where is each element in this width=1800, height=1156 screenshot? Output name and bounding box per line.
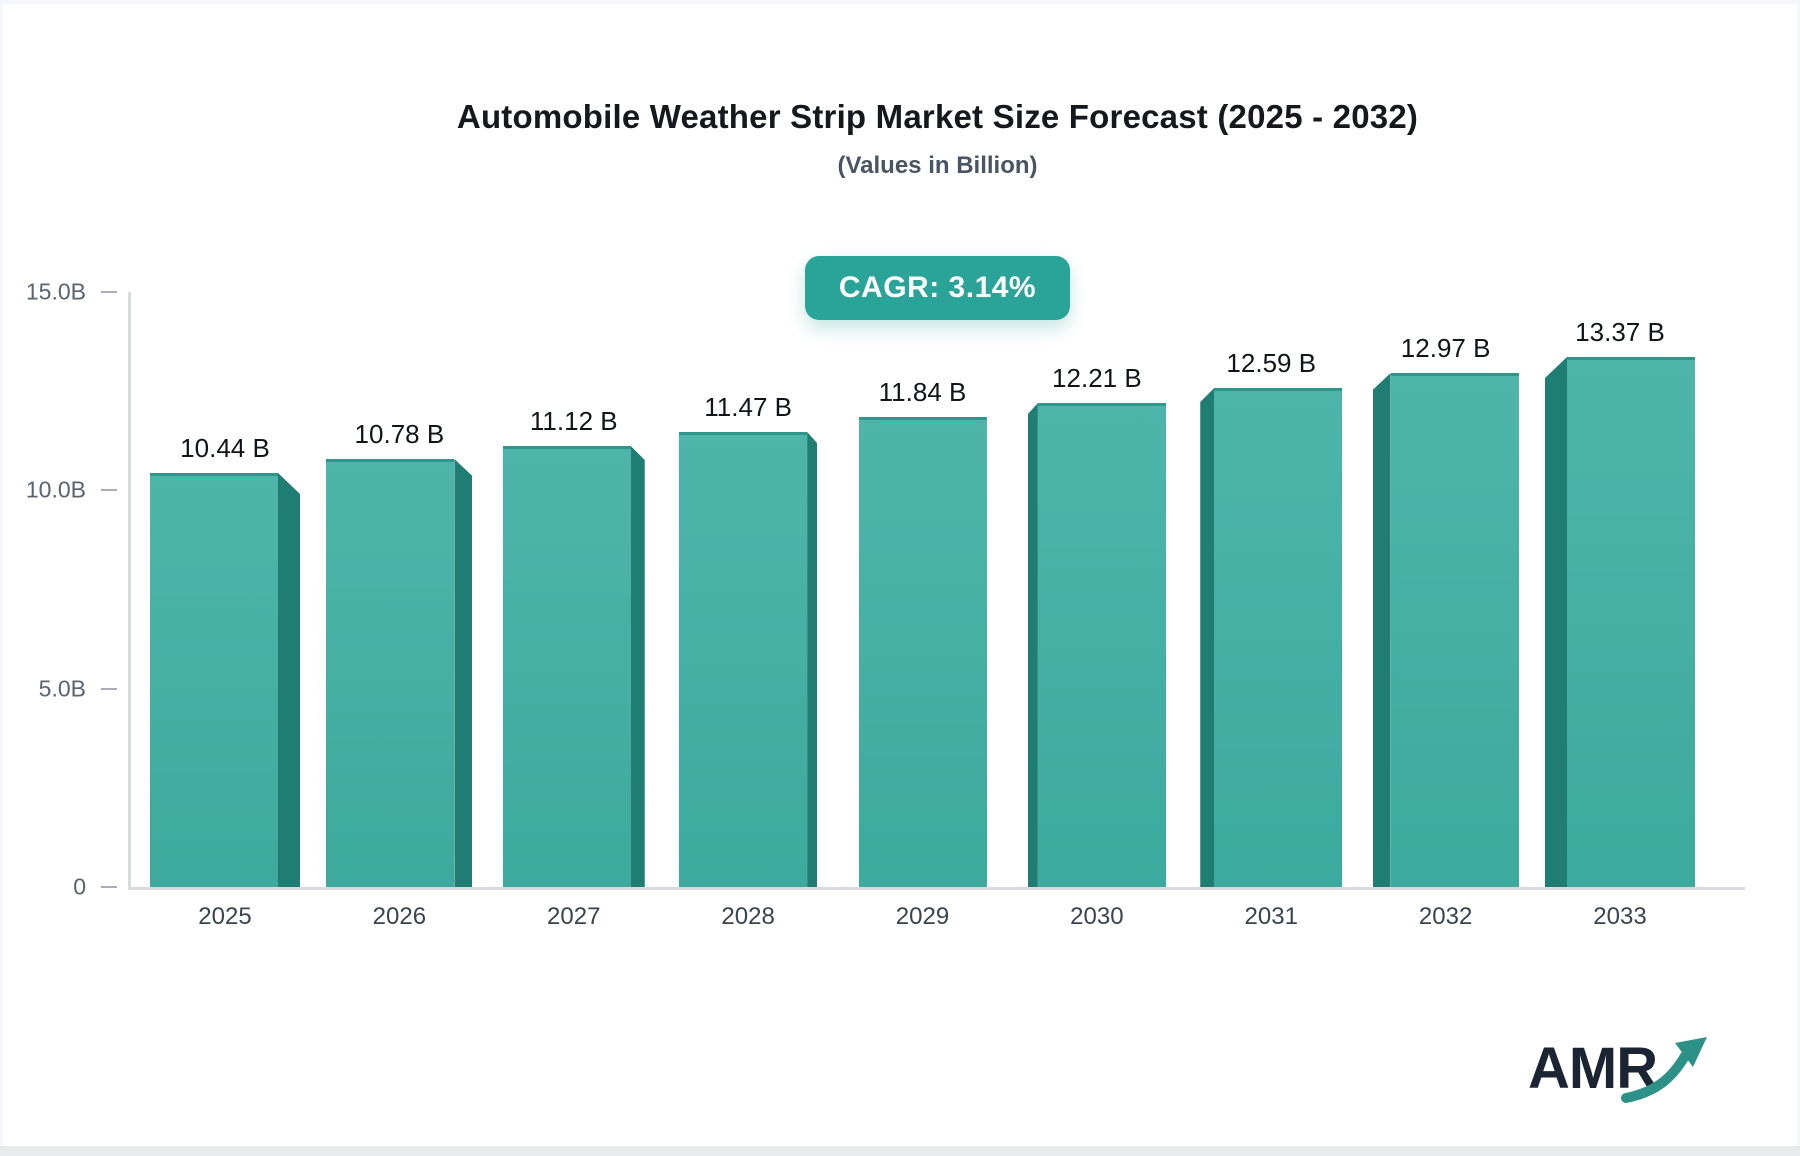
- bar-side-face: [278, 473, 300, 887]
- y-tick-label: 0: [73, 873, 86, 900]
- bar-value-label: 11.12 B: [529, 406, 618, 436]
- frame-border-left: [0, 0, 3, 1156]
- bar-2030: 12.21 B: [1022, 363, 1172, 887]
- amr-logo: AMR: [1528, 1026, 1718, 1115]
- frame-border-top: [0, 0, 1800, 4]
- bar-2025: 10.44 B: [150, 433, 300, 887]
- frame-border-right: [1797, 0, 1800, 1156]
- bar-value-label: 12.97 B: [1400, 333, 1491, 363]
- y-tick-dash: [101, 489, 117, 491]
- plot-area: 15.0B 10.0B 5.0B 0 10.44 B 10.78 B 11.12 B 11.…: [26, 279, 1745, 930]
- bar-2033: 13.37 B: [1545, 317, 1695, 887]
- years-row: 2025 2026 2027 2028 2029 2030 2031 2032 2033: [150, 903, 1695, 931]
- logo-arrowhead-icon: [1675, 1037, 1707, 1067]
- x-tick-label: 2032: [1418, 903, 1473, 930]
- bars-row: 10.44 B 10.78 B 11.12 B 11.47 B 11.84 B 12.21…: [150, 317, 1695, 887]
- y-tick-dash: [101, 886, 117, 888]
- chart-title: Automobile Weather Strip Market Size For…: [456, 98, 1419, 135]
- x-tick-label: 2030: [1070, 903, 1124, 930]
- x-tick-label: 2033: [1593, 903, 1647, 930]
- x-tick-label: 2026: [372, 903, 427, 930]
- bar-side-face: [454, 459, 473, 887]
- x-tick-label: 2029: [895, 903, 950, 930]
- bar-2031: 12.59 B: [1196, 348, 1346, 887]
- bar-value-label: 12.21 B: [1052, 363, 1142, 393]
- bar-side-face: [1372, 373, 1391, 887]
- x-tick-label: 2031: [1244, 903, 1298, 930]
- bar-body: [502, 446, 631, 887]
- cagr-badge: CAGR: 3.14%: [804, 256, 1071, 320]
- y-tick-label: 5.0B: [38, 675, 86, 702]
- bar-body: [858, 417, 987, 887]
- bar-2027: 11.12 B: [499, 406, 649, 887]
- x-tick-label: 2027: [547, 903, 601, 930]
- x-tick-label: 2025: [198, 903, 252, 930]
- bar-side-face: [1200, 388, 1215, 887]
- y-tick-dash: [101, 688, 117, 690]
- chart-header: Automobile Weather Strip Market Size For…: [130, 0, 1745, 180]
- bar-2028: 11.47 B: [673, 392, 823, 887]
- bar-value-label: 11.84 B: [878, 377, 967, 407]
- badge-row: CAGR: 3.14%: [130, 256, 1745, 320]
- y-tick-label: 10.0B: [25, 476, 86, 503]
- bar-body: [1214, 388, 1343, 887]
- x-tick-label: 2028: [721, 903, 775, 930]
- bar-2032: 12.97 B: [1371, 333, 1521, 887]
- bar-body: [679, 432, 808, 887]
- bar-body: [1037, 403, 1166, 887]
- bar-2029: 11.84 B: [848, 377, 998, 887]
- chart-subtitle: (Values in Billion): [837, 152, 1038, 179]
- bar-body: [1567, 357, 1695, 887]
- bar-value-label: 11.47 B: [704, 392, 792, 422]
- x-axis-line: [128, 887, 1745, 890]
- bar-value-label: 12.59 B: [1226, 348, 1317, 378]
- bar-body: [1390, 373, 1519, 887]
- y-tick-label: 15.0B: [25, 278, 86, 305]
- bar-side-face: [807, 432, 818, 887]
- bar-value-label: 13.37 B: [1575, 317, 1665, 347]
- bar-2026: 10.78 B: [324, 419, 474, 887]
- y-tick-dash: [101, 291, 117, 293]
- bar-value-label: 10.78 B: [354, 419, 445, 449]
- amr-logo-graphic: AMR: [1528, 1036, 1707, 1103]
- bar-side-face: [630, 446, 645, 887]
- logo-arrow-curve: [1621, 1051, 1690, 1103]
- bar-side-face: [1545, 357, 1567, 887]
- bar-value-label: 10.44 B: [180, 433, 270, 463]
- bar-body: [326, 459, 455, 887]
- frame-border-bottom: [0, 1146, 1800, 1156]
- bar-body: [150, 473, 278, 887]
- bar-side-face: [1027, 403, 1038, 887]
- y-axis-line: [128, 292, 131, 889]
